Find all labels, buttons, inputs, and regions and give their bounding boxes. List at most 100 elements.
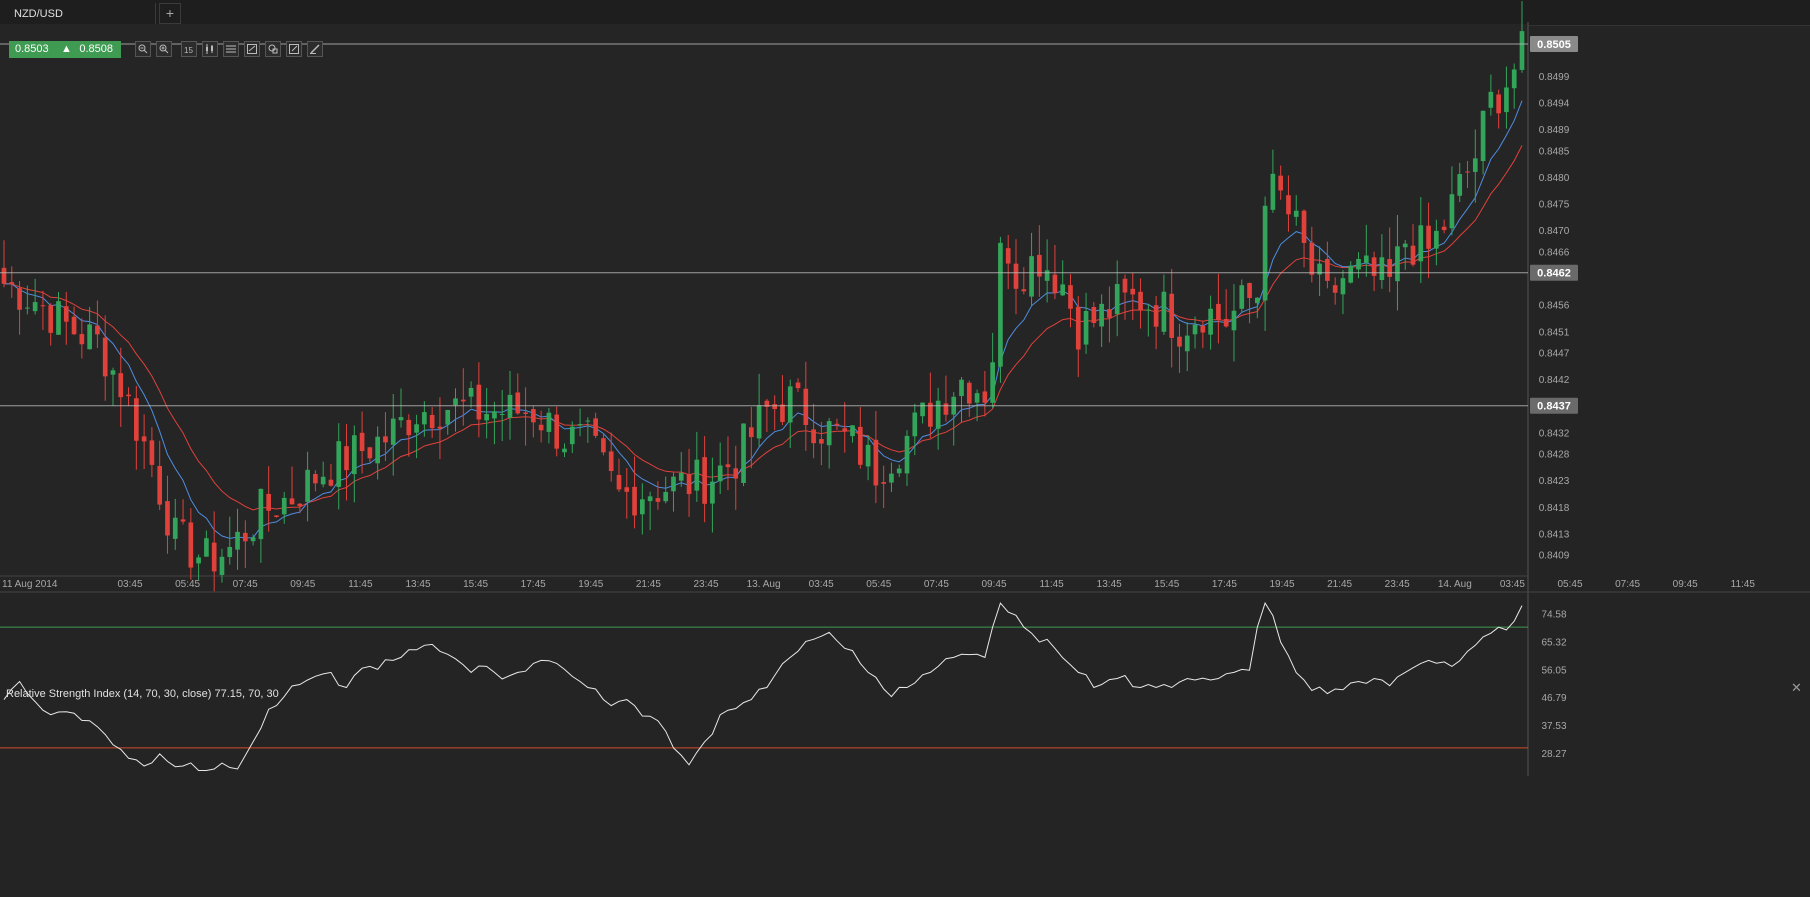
- candle: [943, 375, 949, 422]
- candle-body: [1402, 243, 1408, 248]
- candle-body: [383, 436, 388, 443]
- candle: [538, 410, 544, 443]
- price-level-tag: [1530, 35, 1578, 52]
- candle: [313, 470, 318, 492]
- candle-body: [998, 242, 1003, 367]
- candle-body: [141, 436, 147, 442]
- draw-icon[interactable]: [244, 41, 260, 57]
- candle: [1138, 278, 1143, 329]
- candle-body: [850, 425, 855, 437]
- candle: [811, 403, 816, 459]
- x-tick-label: 11:45: [1039, 579, 1064, 590]
- candle-body: [235, 531, 240, 550]
- candle-body: [748, 427, 754, 438]
- candle-body: [842, 428, 848, 432]
- candle: [17, 280, 22, 335]
- candle: [266, 466, 272, 532]
- candle-body: [1418, 225, 1424, 262]
- candle: [523, 387, 528, 446]
- x-tick-label: 19:45: [1269, 579, 1294, 590]
- candle-body: [928, 402, 933, 427]
- candle-body: [1426, 225, 1431, 249]
- candle: [274, 515, 279, 518]
- candle-body: [507, 394, 513, 418]
- candle-body: [881, 482, 886, 484]
- quote-box[interactable]: 0.8503 ▲ 0.8508: [9, 41, 121, 58]
- candle: [717, 442, 723, 494]
- candle: [710, 457, 715, 533]
- candle-body: [1293, 210, 1299, 217]
- candle: [1231, 284, 1237, 362]
- rsi-tick-label: 56.05: [1541, 665, 1566, 676]
- candle: [1247, 282, 1252, 324]
- candle: [554, 406, 560, 457]
- timeframe-icon[interactable]: 15: [181, 41, 197, 57]
- ask-price: 0.8508: [79, 43, 113, 55]
- candle: [63, 291, 69, 345]
- candle: [515, 373, 521, 415]
- candle-body: [227, 546, 233, 557]
- candle: [1395, 215, 1400, 311]
- candle-body: [1099, 303, 1104, 327]
- candle-body: [172, 517, 178, 539]
- candle-body: [445, 409, 451, 425]
- candle-body: [1325, 258, 1330, 281]
- candle-body: [274, 515, 279, 517]
- candle-body: [577, 424, 583, 426]
- candle: [180, 499, 186, 525]
- candle: [305, 451, 310, 522]
- x-tick-label: 23:45: [1385, 579, 1410, 590]
- candle: [1387, 227, 1392, 293]
- candle: [460, 368, 466, 426]
- candle-body: [889, 473, 894, 483]
- x-tick-label: 13:45: [405, 579, 430, 590]
- candle: [819, 421, 824, 466]
- candle-body: [1231, 310, 1237, 331]
- rsi-tick-label: 74.58: [1541, 609, 1566, 620]
- candle-body: [1363, 255, 1369, 263]
- candle: [850, 425, 855, 443]
- candle-body: [1488, 91, 1494, 108]
- tab-symbol[interactable]: NZD/USD: [4, 3, 156, 25]
- indicators-icon[interactable]: [223, 41, 239, 57]
- zoom-in-icon[interactable]: [135, 41, 151, 57]
- candle: [1278, 165, 1284, 200]
- candle-body: [959, 379, 964, 397]
- candle-body: [896, 468, 902, 474]
- candle: [1441, 219, 1447, 234]
- pen-icon[interactable]: [307, 41, 323, 57]
- candle-body: [1091, 307, 1097, 323]
- candle-body: [499, 413, 505, 415]
- candle: [1068, 274, 1073, 328]
- candle: [896, 464, 902, 477]
- candle-body: [118, 373, 124, 398]
- close-icon[interactable]: ✕: [1791, 680, 1802, 695]
- objects-icon[interactable]: [265, 41, 281, 57]
- x-tick-label: 23:45: [693, 579, 718, 590]
- add-tab-button[interactable]: +: [159, 3, 181, 24]
- y-tick-label: 0.8494: [1539, 98, 1570, 109]
- candle-body: [9, 282, 15, 285]
- x-tick-label: 13. Aug: [747, 579, 781, 590]
- candle: [1317, 246, 1322, 297]
- edit-icon[interactable]: [286, 41, 302, 57]
- candle: [56, 292, 61, 335]
- candle: [834, 418, 840, 430]
- price-level-tag: [1530, 397, 1578, 414]
- candle-body: [1200, 326, 1206, 333]
- zoom-out-icon[interactable]: [156, 41, 172, 57]
- candle: [414, 414, 419, 459]
- candle: [577, 408, 583, 437]
- candle: [320, 461, 326, 488]
- x-tick-label: 11 Aug 2014: [2, 579, 58, 590]
- candle-body: [725, 464, 731, 468]
- candle: [1449, 166, 1455, 236]
- ma-fast-line: [3, 100, 1523, 539]
- candle-body: [1044, 270, 1050, 281]
- candle: [1426, 202, 1431, 279]
- candles-icon[interactable]: [202, 41, 218, 57]
- candle-body: [305, 469, 310, 502]
- candle: [1169, 268, 1175, 368]
- candle-body: [460, 399, 466, 402]
